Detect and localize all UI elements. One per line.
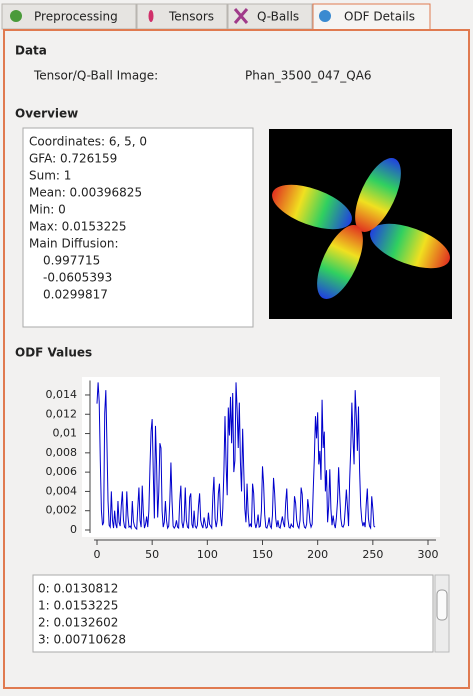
x-tick-label: 0 [94,548,101,561]
list-item: 1: 0.0153225 [38,599,118,613]
list-item: 2: 0.0132602 [38,616,118,630]
tab-icon [10,10,22,22]
x-tick-label: 250 [362,548,383,561]
overview-text: Coordinates: 6, 5, 0 GFA: 0.726159 Sum: 1 M… [29,135,147,302]
x-tick-label: 300 [418,548,439,561]
y-tick-label: 0,008 [46,446,78,459]
y-tick-label: 0,004 [46,484,78,497]
overview-line: Sum: 1 [29,169,71,183]
odf-line [96,382,376,531]
diffusion-value: 0.0299817 [43,288,108,302]
tab-active[interactable] [312,3,431,32]
list-box [32,574,434,653]
tab-label[interactable]: ODF Details [344,10,415,24]
tab-label[interactable]: Q-Balls [257,10,299,24]
scroll-thumb[interactable] [436,589,448,621]
x-tick-label: 100 [197,548,218,561]
x-tick-label: 150 [252,548,273,561]
tab-bar: Preprocessing Tensors Q-Balls ODF Detail… [1,3,431,32]
field-label: Tensor/Q-Ball Image: [33,69,158,83]
tab-label[interactable]: Preprocessing [34,10,118,24]
overview-line: GFA: 0.726159 [29,152,117,166]
overview-line: Coordinates: 6, 5, 0 [29,135,147,149]
odf-image [269,129,452,319]
section-title: Data [15,44,47,58]
y-tick-label: 0,006 [46,465,78,478]
y-tick-label: 0,014 [46,388,78,401]
tab[interactable] [1,3,137,30]
list-item: 0: 0.0130812 [38,582,118,596]
tab-icon [233,8,249,24]
field-value: Phan_3500_047_QA6 [245,69,372,83]
tab-icon [319,10,331,22]
diffusion-value: -0.0605393 [43,271,112,285]
x-tick-label: 50 [145,548,159,561]
y-tick-label: 0,002 [46,504,78,517]
y-tick-label: 0,01 [53,427,78,440]
overview-line: Main Diffusion: [29,237,118,251]
x-tick-label: 200 [307,548,328,561]
y-tick-label: 0,012 [46,407,78,420]
list: 0: 0.0130812 1: 0.0153225 2: 0.0132602 3: 0… [38,582,126,647]
tab-icon [148,10,154,22]
section-title: Overview [15,107,78,121]
overview-box [22,127,254,328]
chart: 0 0,002 0,004 0,006 0,008 0,01 0,012 0,014 0 50 10… [46,380,439,561]
section-title: ODF Values [15,346,92,360]
list-item: 3: 0.00710628 [38,633,126,647]
tab-label[interactable]: Tensors [168,10,214,24]
diffusion-value: 0.997715 [43,254,100,268]
overview-line: Min: 0 [29,203,66,217]
y-tick-label: 0 [70,523,77,536]
overview-line: Mean: 0.00396825 [29,186,142,200]
overview-line: Max: 0.0153225 [29,220,127,234]
